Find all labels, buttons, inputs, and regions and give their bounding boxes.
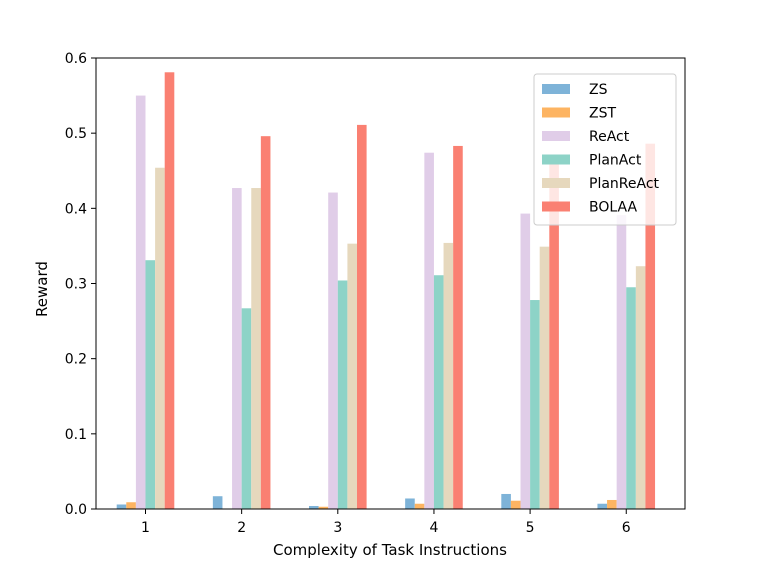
- bar-planreact-6: [635, 266, 646, 509]
- x-tick-label: 1: [141, 520, 150, 536]
- bar-planact-1: [145, 260, 156, 509]
- legend-swatch-planreact: [542, 178, 570, 188]
- bar-react-3: [328, 192, 338, 510]
- bar-planact-6: [626, 287, 636, 509]
- bars-layer: [116, 72, 656, 510]
- bar-bolaa-1: [164, 72, 175, 509]
- x-tick-label: 4: [429, 520, 438, 536]
- x-axis-label: Complexity of Task Instructions: [273, 541, 507, 559]
- legend-swatch-zs: [542, 84, 570, 94]
- bar-planreact-5: [539, 246, 550, 510]
- bar-planreact-1: [155, 167, 165, 510]
- y-tick-label: 0.0: [65, 502, 87, 518]
- bar-zs-4: [405, 498, 415, 509]
- bar-planreact-2: [251, 188, 261, 510]
- y-tick-label: 0.6: [65, 51, 87, 67]
- bar-zs-5: [501, 493, 511, 509]
- bar-zst-1: [126, 502, 136, 509]
- y-axis-label: Reward: [33, 261, 51, 317]
- legend-label-bolaa: BOLAA: [589, 200, 637, 216]
- bar-zs-6: [597, 503, 608, 509]
- bar-zst-5: [510, 500, 521, 509]
- y-tick-label: 0.3: [65, 277, 87, 293]
- bar-planreact-3: [347, 243, 357, 509]
- legend-label-zst: ZST: [589, 106, 616, 122]
- bar-zst-4: [414, 503, 425, 509]
- bar-zs-2: [212, 496, 223, 509]
- y-tick-label: 0.1: [65, 427, 87, 443]
- bar-react-2: [232, 188, 242, 510]
- bar-bolaa-4: [453, 145, 463, 509]
- bar-zst-3: [318, 506, 329, 509]
- legend-label-planact: PlanAct: [589, 153, 642, 169]
- y-tick-label: 0.5: [65, 126, 87, 142]
- bar-react-5: [520, 213, 531, 509]
- bar-bolaa-3: [357, 124, 367, 510]
- bar-react-6: [616, 215, 627, 509]
- legend-swatch-zst: [542, 107, 570, 118]
- legend-swatch-planact: [542, 154, 570, 165]
- bar-zs-3: [309, 505, 319, 509]
- x-tick-label: 6: [622, 520, 631, 536]
- bar-zs-1: [116, 504, 127, 509]
- legend-swatch-react: [542, 131, 570, 141]
- bar-planact-2: [241, 308, 252, 509]
- bar-bolaa-6: [645, 143, 656, 509]
- bar-react-4: [424, 152, 434, 509]
- legend-label-react: ReAct: [589, 129, 630, 145]
- x-tick-label: 3: [333, 520, 342, 536]
- bar-bolaa-5: [549, 158, 559, 509]
- x-axis: 1 2 3 4 5 6: [141, 509, 631, 536]
- bar-zst-6: [607, 499, 617, 509]
- legend-swatch-bolaa: [542, 201, 570, 212]
- bar-react-1: [135, 95, 146, 509]
- legend: ZS ZST ReAct PlanAct PlanReAct BOLAA: [533, 73, 677, 226]
- x-tick-label: 2: [237, 520, 246, 536]
- y-tick-label: 0.2: [65, 352, 87, 368]
- y-axis: 0.0 0.1 0.2 0.3 0.4 0.5 0.6: [65, 51, 96, 518]
- bar-planact-3: [337, 280, 348, 509]
- bar-planact-4: [433, 275, 444, 509]
- bar-planact-5: [530, 300, 540, 509]
- bar-bolaa-2: [260, 136, 271, 510]
- bar-planreact-4: [443, 242, 454, 509]
- legend-label-planreact: PlanReAct: [589, 176, 660, 192]
- legend-label-zs: ZS: [589, 82, 608, 98]
- x-tick-label: 5: [526, 520, 535, 536]
- y-tick-label: 0.4: [65, 201, 87, 217]
